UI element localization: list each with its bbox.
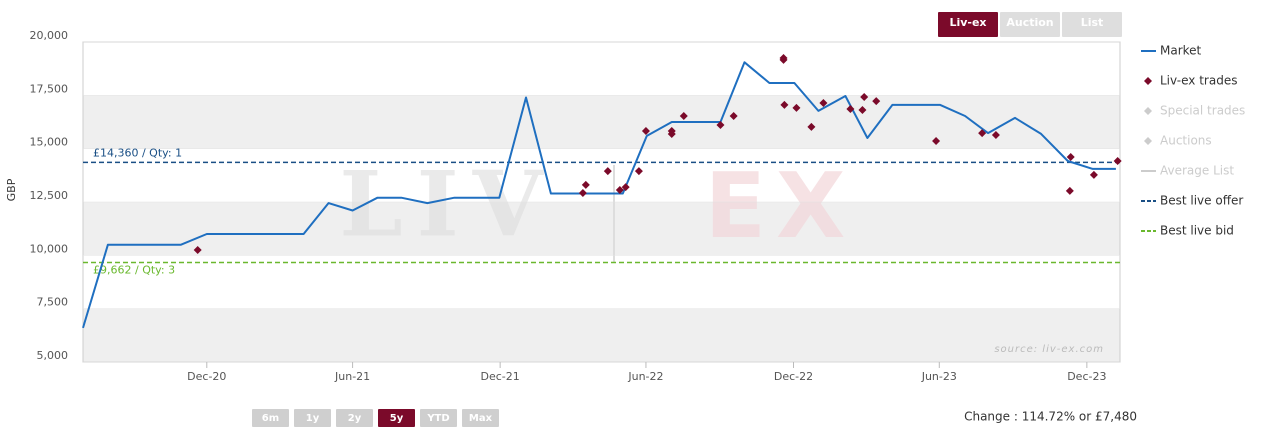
source-button-label[interactable]: Auction xyxy=(1006,16,1053,29)
trade-point xyxy=(641,126,650,135)
legend-label[interactable]: Special trades xyxy=(1160,104,1245,118)
trade-point xyxy=(1113,157,1122,166)
legend-symbol xyxy=(1144,77,1152,85)
range-button-label[interactable]: 2y xyxy=(348,413,362,424)
x-tick-label: Jun-21 xyxy=(334,370,370,383)
range-button[interactable] xyxy=(420,409,457,427)
trade-point xyxy=(872,97,881,106)
source-button-label[interactable]: Liv-ex xyxy=(949,16,986,29)
x-tick-label: Dec-20 xyxy=(187,370,226,383)
trade-point xyxy=(716,120,725,129)
source-button-label[interactable]: List xyxy=(1081,16,1104,29)
legend-label[interactable]: Best live offer xyxy=(1160,194,1243,208)
trade-point xyxy=(819,99,828,108)
reference-label: £14,360 / Qty: 1 xyxy=(93,146,182,159)
range-button-label[interactable]: Max xyxy=(469,413,493,424)
trade-point xyxy=(860,93,869,102)
trade-point xyxy=(978,129,987,138)
trade-point xyxy=(779,55,788,64)
y-tick-label: 17,500 xyxy=(30,82,69,95)
range-button[interactable] xyxy=(252,409,289,427)
y-tick-label: 10,000 xyxy=(30,242,69,255)
trade-point xyxy=(858,106,867,115)
range-button-label[interactable]: 5y xyxy=(390,413,404,424)
trade-point xyxy=(621,183,630,192)
reference-label: £9,662 / Qty: 3 xyxy=(93,264,175,277)
range-button-label[interactable]: 1y xyxy=(306,413,320,424)
legend-symbol xyxy=(1144,137,1152,145)
range-button[interactable] xyxy=(336,409,373,427)
plot-band xyxy=(83,42,1120,96)
range-button-label[interactable]: YTD xyxy=(426,413,449,424)
x-tick-label: Dec-23 xyxy=(1067,370,1106,383)
plot-band xyxy=(83,202,1120,256)
y-axis-label: GBP xyxy=(5,178,18,201)
y-tick-label: 12,500 xyxy=(30,189,69,202)
trade-point xyxy=(615,186,624,195)
range-button[interactable] xyxy=(462,409,499,427)
legend-label[interactable]: Liv-ex trades xyxy=(1160,74,1237,88)
source-button[interactable] xyxy=(938,12,998,37)
x-tick-label: Jun-23 xyxy=(921,370,957,383)
plot-band xyxy=(83,95,1120,149)
trade-point xyxy=(780,100,789,109)
source-note: source: liv-ex.com xyxy=(994,344,1104,355)
y-tick-label: 5,000 xyxy=(37,349,69,362)
legend-symbol xyxy=(1144,107,1152,115)
legend-label[interactable]: Market xyxy=(1160,44,1202,58)
trade-point xyxy=(846,104,855,113)
trade-point xyxy=(1065,186,1074,195)
trade-point xyxy=(991,131,1000,140)
y-tick-label: 15,000 xyxy=(30,136,69,149)
source-button[interactable] xyxy=(1000,12,1060,37)
x-tick-label: Dec-21 xyxy=(481,370,520,383)
x-tick-label: Jun-22 xyxy=(627,370,663,383)
legend-label[interactable]: Auctions xyxy=(1160,134,1212,148)
trade-point xyxy=(679,112,688,121)
range-button[interactable] xyxy=(378,409,415,427)
trade-point xyxy=(634,167,643,176)
y-tick-label: 7,500 xyxy=(37,296,69,309)
trade-point xyxy=(729,112,738,121)
trade-point xyxy=(578,189,587,198)
market-line xyxy=(82,61,1116,329)
range-button[interactable] xyxy=(294,409,331,427)
y-tick-label: 20,000 xyxy=(30,29,69,42)
plot-band xyxy=(83,308,1120,362)
source-button[interactable] xyxy=(1062,12,1122,37)
legend-label[interactable]: Best live bid xyxy=(1160,224,1234,238)
trade-point xyxy=(581,180,590,189)
trade-point xyxy=(932,136,941,145)
trade-point xyxy=(1089,170,1098,179)
trade-point xyxy=(1066,152,1075,161)
trade-point xyxy=(193,246,202,254)
watermark: LIV xyxy=(339,152,556,258)
legend-label[interactable]: Average List xyxy=(1160,164,1234,178)
trade-point xyxy=(603,167,612,176)
plot-band xyxy=(83,255,1120,309)
trade-point xyxy=(667,129,676,138)
watermark: EX xyxy=(705,154,856,259)
trade-point xyxy=(807,122,816,131)
change-summary: Change : 114.72% or £7,480 xyxy=(964,410,1137,424)
x-tick-label: Dec-22 xyxy=(774,370,813,383)
range-button-label[interactable]: 6m xyxy=(262,413,279,424)
trade-point xyxy=(792,103,801,112)
